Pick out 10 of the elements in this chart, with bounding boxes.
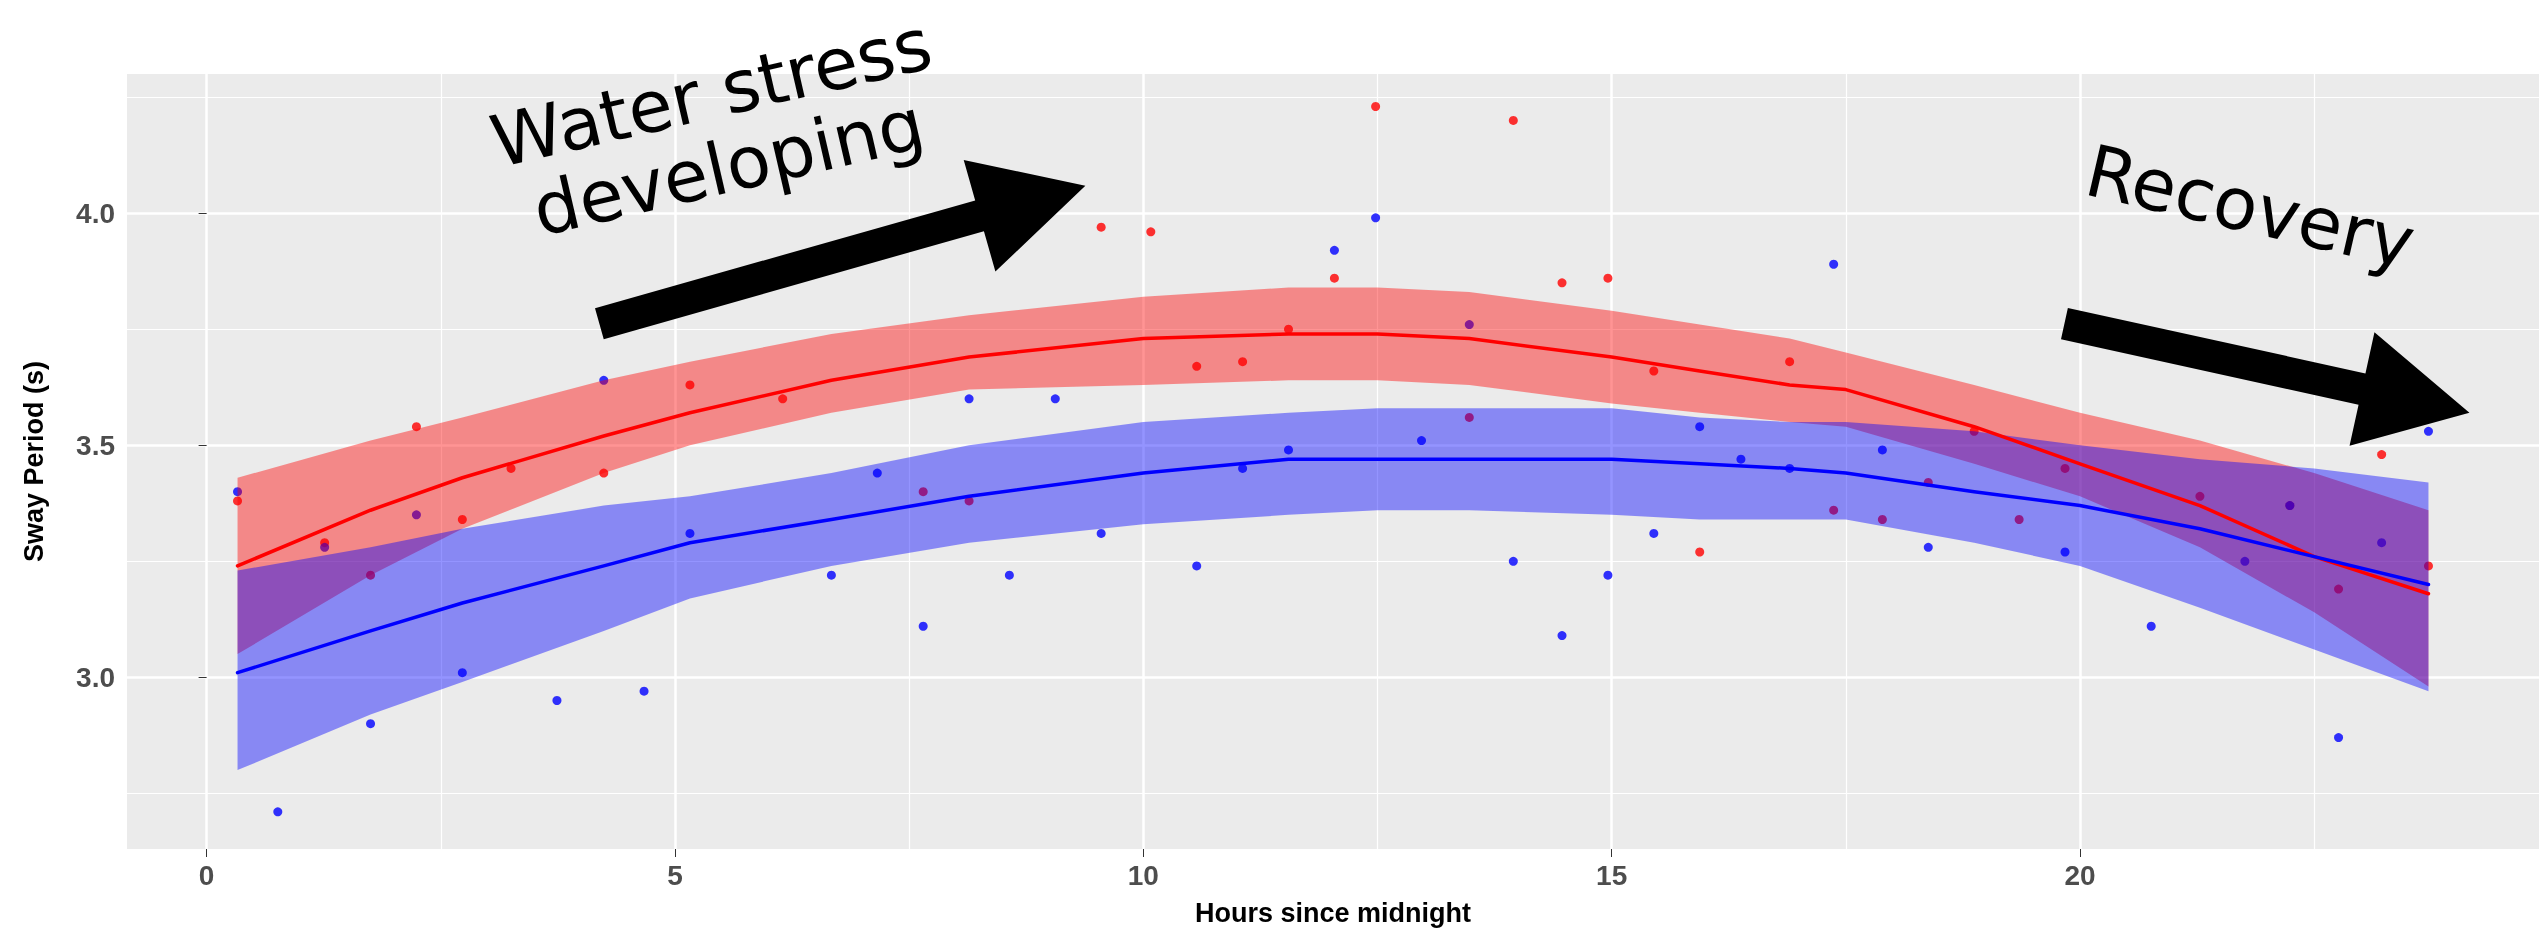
x-axis-title: Hours since midnight	[1194, 897, 1472, 928]
x-tick-label: 20	[2064, 859, 2096, 891]
x-tick-label: 5	[667, 859, 683, 891]
y-tick-label: 4.0	[76, 197, 115, 229]
y-axis-title: Sway Period (s)	[18, 360, 49, 563]
y-tick-label: 3.0	[76, 661, 115, 693]
y-tick-label: 3.5	[76, 429, 115, 461]
x-tick-label: 10	[1127, 859, 1159, 891]
x-tick-label: 0	[198, 859, 215, 891]
x-tick-label: 15	[1596, 859, 1628, 891]
